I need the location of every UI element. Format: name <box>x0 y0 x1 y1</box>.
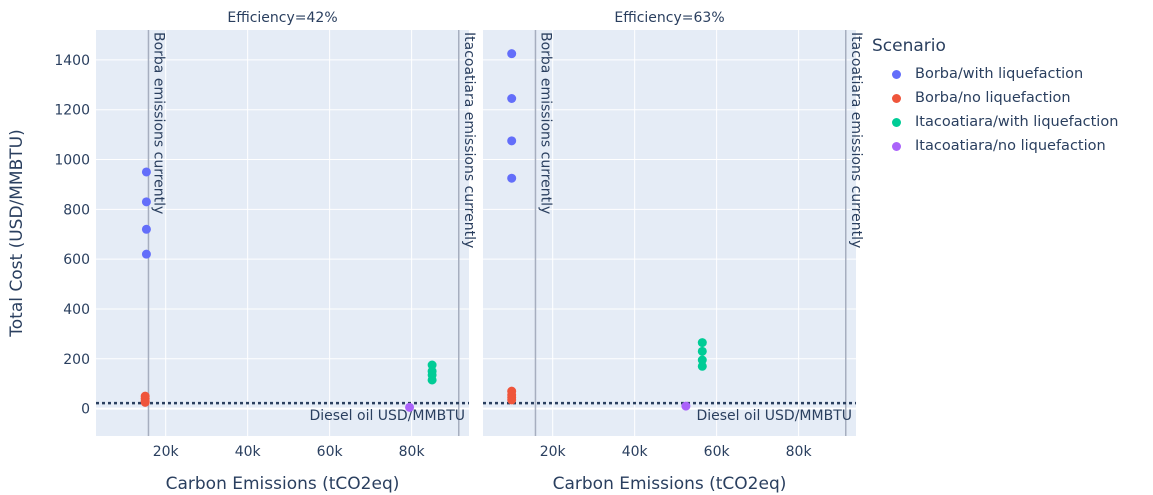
x-tick-label: 20k <box>540 444 567 460</box>
x-tick-label: 60k <box>317 444 344 460</box>
data-point <box>697 346 707 356</box>
plot-background <box>483 30 856 436</box>
data-point <box>697 338 707 348</box>
legend-item[interactable]: Borba/with liquefaction <box>872 62 1118 86</box>
borba-emissions-label: Borba emissions currently <box>537 32 553 214</box>
x-tick-label: 40k <box>622 444 649 460</box>
legend-item-label: Itacoatiara/no liquefaction <box>915 138 1106 154</box>
panel-title: Efficiency=63% <box>614 10 724 26</box>
data-point <box>140 397 150 407</box>
legend-item-label: Borba/no liquefaction <box>915 90 1071 106</box>
legend-item[interactable]: Itacoatiara/with liquefaction <box>872 110 1118 134</box>
legend-items: Borba/with liquefaction Borba/no liquefac… <box>872 62 1118 158</box>
x-tick-label: 20k <box>153 444 180 460</box>
y-tick-label: 1000 <box>54 153 90 169</box>
data-point <box>427 375 437 385</box>
data-point <box>507 173 517 183</box>
panel-efficiency-42: 0 200 400 600 800 1000 1200 1400 20k 40k 60k 80k Eff… <box>54 10 476 460</box>
x-axis-label-right: Carbon Emissions (tCO2eq) <box>553 474 787 494</box>
legend-item[interactable]: Itacoatiara/no liquefaction <box>872 134 1118 158</box>
y-tick-label: 200 <box>63 352 90 368</box>
data-point <box>697 355 707 365</box>
data-point <box>697 361 707 371</box>
legend: Scenario Borba/with liquefaction Borba/no… <box>872 36 1118 158</box>
y-tick-label: 400 <box>63 302 90 318</box>
y-tick-label: 0 <box>81 402 90 418</box>
x-tick-label: 80k <box>399 444 426 460</box>
legend-marker-icon <box>892 141 901 151</box>
data-point <box>427 360 437 370</box>
data-point <box>507 93 517 103</box>
y-tick-label: 1200 <box>54 103 90 119</box>
data-point <box>507 49 517 59</box>
x-tick-label: 80k <box>786 444 813 460</box>
x-axis-label-left: Carbon Emissions (tCO2eq) <box>166 474 400 494</box>
data-point <box>507 136 517 146</box>
y-tick-label: 1400 <box>54 53 90 69</box>
diesel-oil-label: Diesel oil USD/MMBTU <box>309 408 465 424</box>
data-point <box>141 224 151 234</box>
x-tick-label: 60k <box>704 444 731 460</box>
legend-item-label: Itacoatiara/with liquefaction <box>915 114 1119 130</box>
data-point <box>681 401 691 411</box>
legend-item[interactable]: Borba/no liquefaction <box>872 86 1118 110</box>
panel-efficiency-63: 20k 40k 60k 80k Efficiency=63% Borba emission… <box>483 10 864 460</box>
y-tick-label: 800 <box>63 202 90 218</box>
y-axis-label: Total Cost (USD/MMBTU) <box>7 129 27 337</box>
x-tick-label: 40k <box>235 444 262 460</box>
y-tick-label: 600 <box>63 252 90 268</box>
data-point <box>141 249 151 259</box>
data-point <box>405 402 415 412</box>
legend-marker-icon <box>892 117 901 127</box>
legend-title: Scenario <box>872 36 946 56</box>
diesel-oil-label: Diesel oil USD/MMBTU <box>696 408 852 424</box>
legend-marker-icon <box>892 69 901 79</box>
itacoatiara-emissions-label: Itacoatiara emissions currently <box>461 32 477 248</box>
data-point <box>141 197 151 207</box>
panel-title: Efficiency=42% <box>227 10 337 26</box>
borba-emissions-label: Borba emissions currently <box>150 32 166 214</box>
itacoatiara-emissions-label: Itacoatiara emissions currently <box>848 32 864 248</box>
legend-item-label: Borba/with liquefaction <box>915 66 1084 82</box>
plot-background <box>96 30 469 436</box>
legend-marker-icon <box>892 93 901 103</box>
data-point <box>507 395 517 405</box>
data-point <box>141 167 151 177</box>
